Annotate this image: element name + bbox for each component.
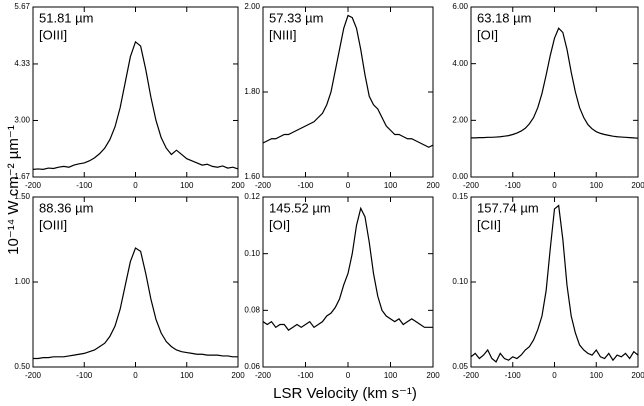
spectrum-line (262, 14, 434, 148)
y-tick-label: 5.67 (14, 2, 30, 11)
spectrum-line (471, 27, 639, 139)
x-tick-label: 100 (384, 371, 398, 380)
x-tick-label: 0 (133, 371, 138, 380)
panel-wavelength: 88.36 µm (39, 200, 93, 215)
y-tick-label: 1.67 (14, 172, 30, 181)
y-tick-label: 1.50 (14, 192, 30, 201)
y-tick-label: 4.33 (14, 59, 30, 68)
x-tick-label: -200 (255, 371, 272, 380)
panel-wavelength: 157.74 µm (477, 200, 539, 215)
x-tick-label: 200 (231, 181, 245, 190)
y-tick-label: 1.80 (244, 87, 260, 96)
y-axis-label: 10⁻¹⁴ W cm⁻² µm⁻¹ (5, 125, 22, 255)
y-tick-label: 0.10 (452, 277, 468, 286)
x-tick-label: 0 (552, 371, 557, 380)
x-tick-label: 200 (631, 371, 644, 380)
x-tick-label: 0 (346, 181, 351, 190)
x-tick-label: -200 (255, 181, 272, 190)
y-tick-label: 0.00 (452, 172, 468, 181)
x-tick-label: -100 (505, 181, 522, 190)
panel-wavelength: 51.81 µm (39, 10, 93, 25)
y-tick-label: 2.00 (452, 115, 468, 124)
x-tick-label: 0 (552, 181, 557, 190)
x-tick-label: 0 (133, 181, 138, 190)
panel-wavelength: 63.18 µm (477, 10, 531, 25)
spectrum-line (470, 204, 639, 363)
panel-species: [CII] (477, 217, 501, 232)
x-tick-label: -200 (25, 181, 42, 190)
x-tick-label: -100 (505, 371, 522, 380)
panel-species: [OI] (477, 27, 498, 42)
x-tick-label: -100 (297, 371, 314, 380)
x-tick-label: -200 (463, 181, 480, 190)
x-tick-label: 200 (426, 181, 440, 190)
x-tick-label: -200 (25, 371, 42, 380)
x-axis-label: LSR Velocity (km s⁻¹) (273, 385, 417, 402)
panel-wavelength: 145.52 µm (269, 200, 331, 215)
spectrum-line (33, 247, 238, 360)
panel-species: [NIII] (269, 27, 296, 42)
y-tick-label: 0.08 (244, 305, 260, 314)
panel-species: [OIII] (39, 27, 67, 42)
x-tick-label: 200 (231, 371, 245, 380)
x-tick-label: 100 (180, 181, 194, 190)
y-tick-label: 0.50 (14, 362, 30, 371)
y-tick-label: 3.00 (14, 116, 30, 125)
y-tick-label: 6.00 (452, 2, 468, 11)
x-tick-label: -100 (76, 181, 93, 190)
x-tick-label: -200 (463, 371, 480, 380)
y-tick-label: 0.12 (244, 192, 260, 201)
y-tick-label: 0.10 (244, 249, 260, 258)
y-tick-label: 0.15 (452, 192, 468, 201)
x-tick-label: -100 (76, 371, 93, 380)
y-tick-label: 1.60 (244, 172, 260, 181)
x-tick-label: 100 (384, 181, 398, 190)
y-tick-label: 0.06 (244, 362, 260, 371)
x-tick-label: 100 (590, 181, 604, 190)
x-tick-label: 200 (631, 181, 644, 190)
y-tick-label: 4.00 (452, 59, 468, 68)
y-tick-label: 2.00 (244, 2, 260, 11)
x-tick-label: -100 (297, 181, 314, 190)
y-tick-label: 0.05 (452, 362, 468, 371)
y-tick-label: 1.00 (14, 277, 30, 286)
panel-wavelength: 57.33 µm (269, 10, 323, 25)
x-tick-label: 0 (346, 371, 351, 380)
spectrum-line (32, 40, 239, 170)
x-tick-label: 100 (590, 371, 604, 380)
x-tick-label: 200 (426, 371, 440, 380)
panel-species: [OIII] (39, 217, 67, 232)
panel-species: [OI] (269, 217, 290, 232)
spectrum-line (262, 206, 433, 331)
x-tick-label: 100 (180, 371, 194, 380)
